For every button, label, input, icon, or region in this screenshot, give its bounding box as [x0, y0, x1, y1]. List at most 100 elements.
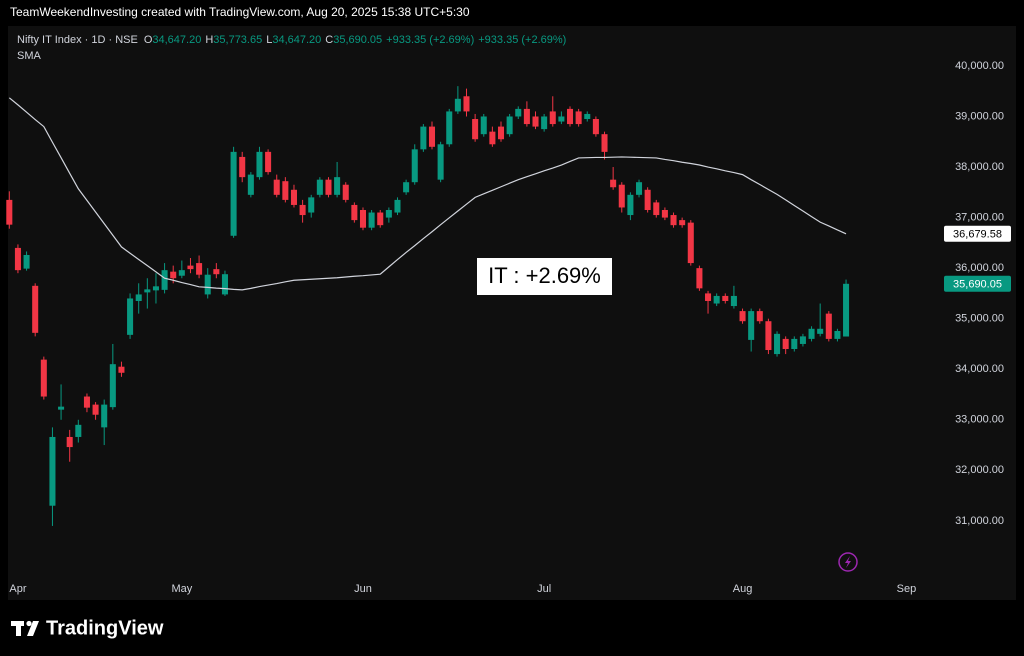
candle-body — [282, 181, 289, 200]
close-price-tag — [944, 275, 1011, 292]
y-tick-label: 32,000.00 — [955, 464, 1004, 476]
candle-body — [178, 270, 185, 276]
candle-body — [739, 311, 746, 322]
candle-body — [679, 220, 686, 226]
candle-body — [653, 202, 660, 216]
candle-body — [308, 197, 315, 213]
candle-body — [247, 174, 254, 195]
candle-body — [782, 338, 789, 350]
candle-body — [58, 406, 65, 410]
brand: TradingView — [46, 617, 164, 639]
candle-body — [515, 108, 522, 117]
chart-panel — [8, 26, 1016, 600]
candle-body — [23, 254, 30, 269]
sma-line — [8, 97, 847, 291]
candle-body — [834, 330, 841, 339]
indicator-label: SMA — [17, 50, 42, 62]
candle-body — [221, 274, 228, 295]
candle-body — [118, 366, 125, 373]
candle-body — [472, 119, 479, 140]
sma-price-tag — [944, 225, 1011, 242]
candle-body — [368, 212, 375, 228]
candle-body — [83, 396, 90, 408]
x-tick-label: May — [171, 583, 192, 595]
candle-body — [670, 215, 677, 226]
logo-part — [26, 620, 32, 627]
candle-body — [696, 268, 703, 289]
candle-body — [575, 111, 582, 125]
candle-body — [523, 108, 530, 125]
candle-body — [66, 436, 73, 448]
logo-part — [16, 621, 21, 636]
candle-body — [161, 270, 168, 290]
candle-body — [644, 189, 651, 210]
candle-body — [730, 295, 737, 307]
x-tick-label: Sep — [897, 583, 917, 595]
candle-body — [454, 98, 461, 112]
candle-body — [152, 286, 159, 291]
candle-body — [420, 126, 427, 150]
candle-body — [661, 210, 668, 218]
legend-value: 35,690.05 — [333, 34, 382, 46]
legend-change: +933.35 (+2.69%) — [478, 34, 566, 46]
candle-body — [765, 321, 772, 351]
candle-body — [135, 294, 142, 301]
candle-body — [549, 111, 556, 125]
brand-logo — [11, 620, 39, 636]
candle-body — [541, 116, 548, 130]
candle-body — [618, 184, 625, 208]
candle-body — [497, 126, 505, 140]
candle-body — [636, 182, 643, 195]
legend-key: H — [205, 34, 213, 46]
candle-body — [705, 293, 712, 301]
candle-body — [144, 289, 151, 293]
candle-body — [592, 119, 599, 135]
legend-key: O — [144, 34, 153, 46]
candle-body — [791, 338, 798, 350]
x-tick-label: Apr — [9, 583, 26, 595]
candle-body — [463, 96, 470, 112]
candle-body — [299, 204, 306, 216]
candle-body — [101, 404, 108, 428]
candle-body — [359, 210, 367, 228]
legend-value: 34,647.20 — [272, 34, 321, 46]
candle-body — [196, 263, 203, 275]
candle-body — [14, 247, 21, 271]
y-tick-label: 34,000.00 — [955, 363, 1004, 375]
candle-body — [377, 212, 384, 226]
legend: Nifty IT Index · 1D · NSE O34,647.20 H35,7… — [17, 34, 566, 46]
y-tick-label: 37,000.00 — [955, 211, 1004, 223]
candle-body — [342, 184, 349, 200]
candle-body — [437, 144, 444, 180]
candle-body — [325, 179, 332, 195]
candle-body — [239, 156, 246, 178]
candle-body — [687, 222, 694, 264]
candle-body — [265, 151, 272, 173]
y-tick-label: 33,000.00 — [955, 414, 1004, 426]
legend-change: +933.35 (+2.69%) — [386, 34, 474, 46]
legend-value: 34,647.20 — [152, 34, 201, 46]
x-tick-label: Jun — [354, 583, 372, 595]
candle-body — [92, 404, 99, 415]
icon-bolt[interactable] — [845, 556, 851, 568]
candle-body — [256, 151, 263, 178]
candle-body — [187, 265, 194, 270]
candle-body — [506, 116, 513, 135]
x-tick-label: Aug — [733, 583, 753, 595]
y-tick-label: 36,000.00 — [955, 262, 1004, 274]
candle-body — [204, 274, 211, 295]
candle-body — [273, 179, 280, 195]
icon-ring[interactable] — [838, 552, 858, 572]
candle-body — [713, 295, 720, 304]
candle-body — [109, 364, 116, 408]
candle-body — [32, 285, 39, 333]
plot-area: 31,000.00 32,000.00 33,000.00 34,000.00 35,0… — [6, 60, 1011, 595]
legend-key: C — [325, 34, 333, 46]
candle-body — [489, 131, 496, 145]
y-tick-label: 35,000.00 — [955, 313, 1004, 325]
candle-body — [756, 311, 763, 322]
candle-body — [748, 311, 755, 340]
legend-value: 35,773.65 — [213, 34, 262, 46]
lightning-icon[interactable] — [838, 552, 858, 572]
